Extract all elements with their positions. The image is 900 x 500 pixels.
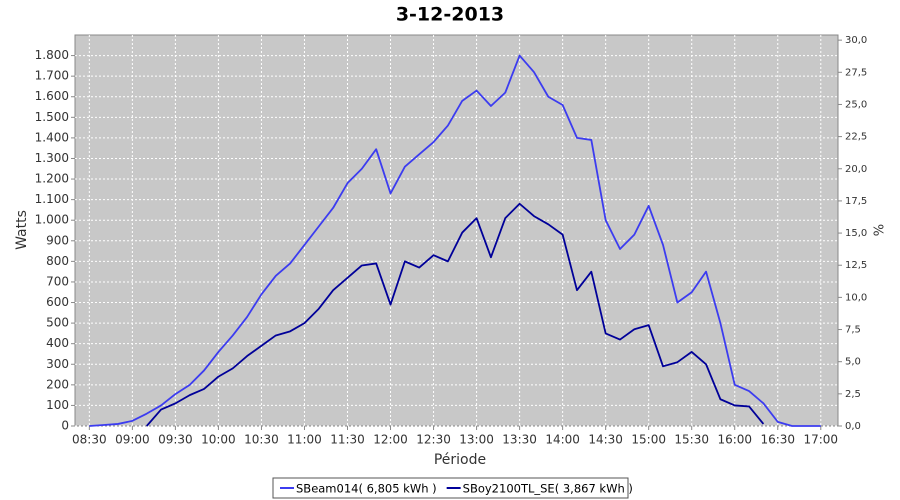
y-tick-label: 1.300	[35, 151, 69, 165]
y2-tick-label: 0,0	[845, 421, 861, 432]
x-tick-label: 17:00	[803, 433, 838, 447]
y-tick-label: 1.100	[35, 192, 69, 206]
x-tick-label: 09:30	[158, 433, 193, 447]
y2-tick-label: 17,5	[845, 196, 867, 207]
y-tick-label: 700	[46, 274, 69, 288]
y2-tick-label: 30,0	[845, 35, 867, 46]
y-tick-label: 200	[46, 377, 69, 391]
y-tick-label: 1.700	[35, 69, 69, 83]
y-tick-label: 1.400	[35, 130, 69, 144]
x-tick-label: 09:00	[115, 433, 150, 447]
plot-area	[74, 34, 839, 427]
y-tick-label: 800	[46, 254, 69, 268]
y2-tick-label: 25,0	[845, 99, 867, 110]
x-tick-label: 13:00	[459, 433, 494, 447]
y-axis-label: Watts	[14, 210, 30, 250]
y-tick-label: 0	[61, 419, 69, 433]
legend-label: SBoy2100TL_SE( 3,867 kWh )	[463, 482, 633, 496]
chart-title: 3-12-2013	[396, 4, 504, 26]
series-line	[89, 54, 821, 427]
y-tick-label: 1.200	[35, 172, 69, 186]
y-tick-label: 100	[46, 398, 69, 412]
x-tick-label: 15:00	[631, 433, 666, 447]
y2-tick-label: 15,0	[845, 228, 867, 239]
x-tick-label: 10:00	[201, 433, 236, 447]
y2-tick-label: 2,5	[845, 389, 861, 400]
y-tick-label: 1.600	[35, 89, 69, 103]
y2-axis-label: %	[873, 224, 888, 236]
x-tick-label: 15:30	[674, 433, 709, 447]
y2-tick-label: 7,5	[845, 325, 861, 336]
x-tick-label: 16:00	[717, 433, 752, 447]
y-tick-label: 300	[46, 357, 69, 371]
x-tick-label: 14:00	[545, 433, 580, 447]
x-axis-label: Période	[434, 452, 486, 468]
x-tick-label: 14:30	[588, 433, 623, 447]
y-tick-label: 1.000	[35, 213, 69, 227]
x-tick-label: 08:30	[72, 433, 107, 447]
y2-tick-label: 20,0	[845, 164, 867, 175]
y-tick-label: 500	[46, 316, 69, 330]
y2-tick-label: 10,0	[845, 292, 867, 303]
y2-tick-label: 12,5	[845, 260, 867, 271]
y-tick-label: 400	[46, 336, 69, 350]
series-line	[146, 202, 765, 427]
x-tick-label: 16:30	[760, 433, 795, 447]
y-tick-label: 1.500	[35, 110, 69, 124]
y2-tick-label: 5,0	[845, 357, 861, 368]
y2-tick-label: 22,5	[845, 132, 867, 143]
legend-label: SBeam014( 6,805 kWh )	[296, 482, 437, 496]
x-tick-label: 12:30	[416, 433, 451, 447]
y2-tick-label: 27,5	[845, 67, 867, 78]
y-tick-label: 900	[46, 233, 69, 247]
x-tick-label: 12:00	[373, 433, 408, 447]
y-tick-label: 1.800	[35, 48, 69, 62]
x-tick-label: 13:30	[502, 433, 537, 447]
y-tick-label: 600	[46, 295, 69, 309]
x-tick-label: 11:00	[287, 433, 322, 447]
x-tick-label: 10:30	[244, 433, 279, 447]
x-tick-label: 11:30	[330, 433, 365, 447]
